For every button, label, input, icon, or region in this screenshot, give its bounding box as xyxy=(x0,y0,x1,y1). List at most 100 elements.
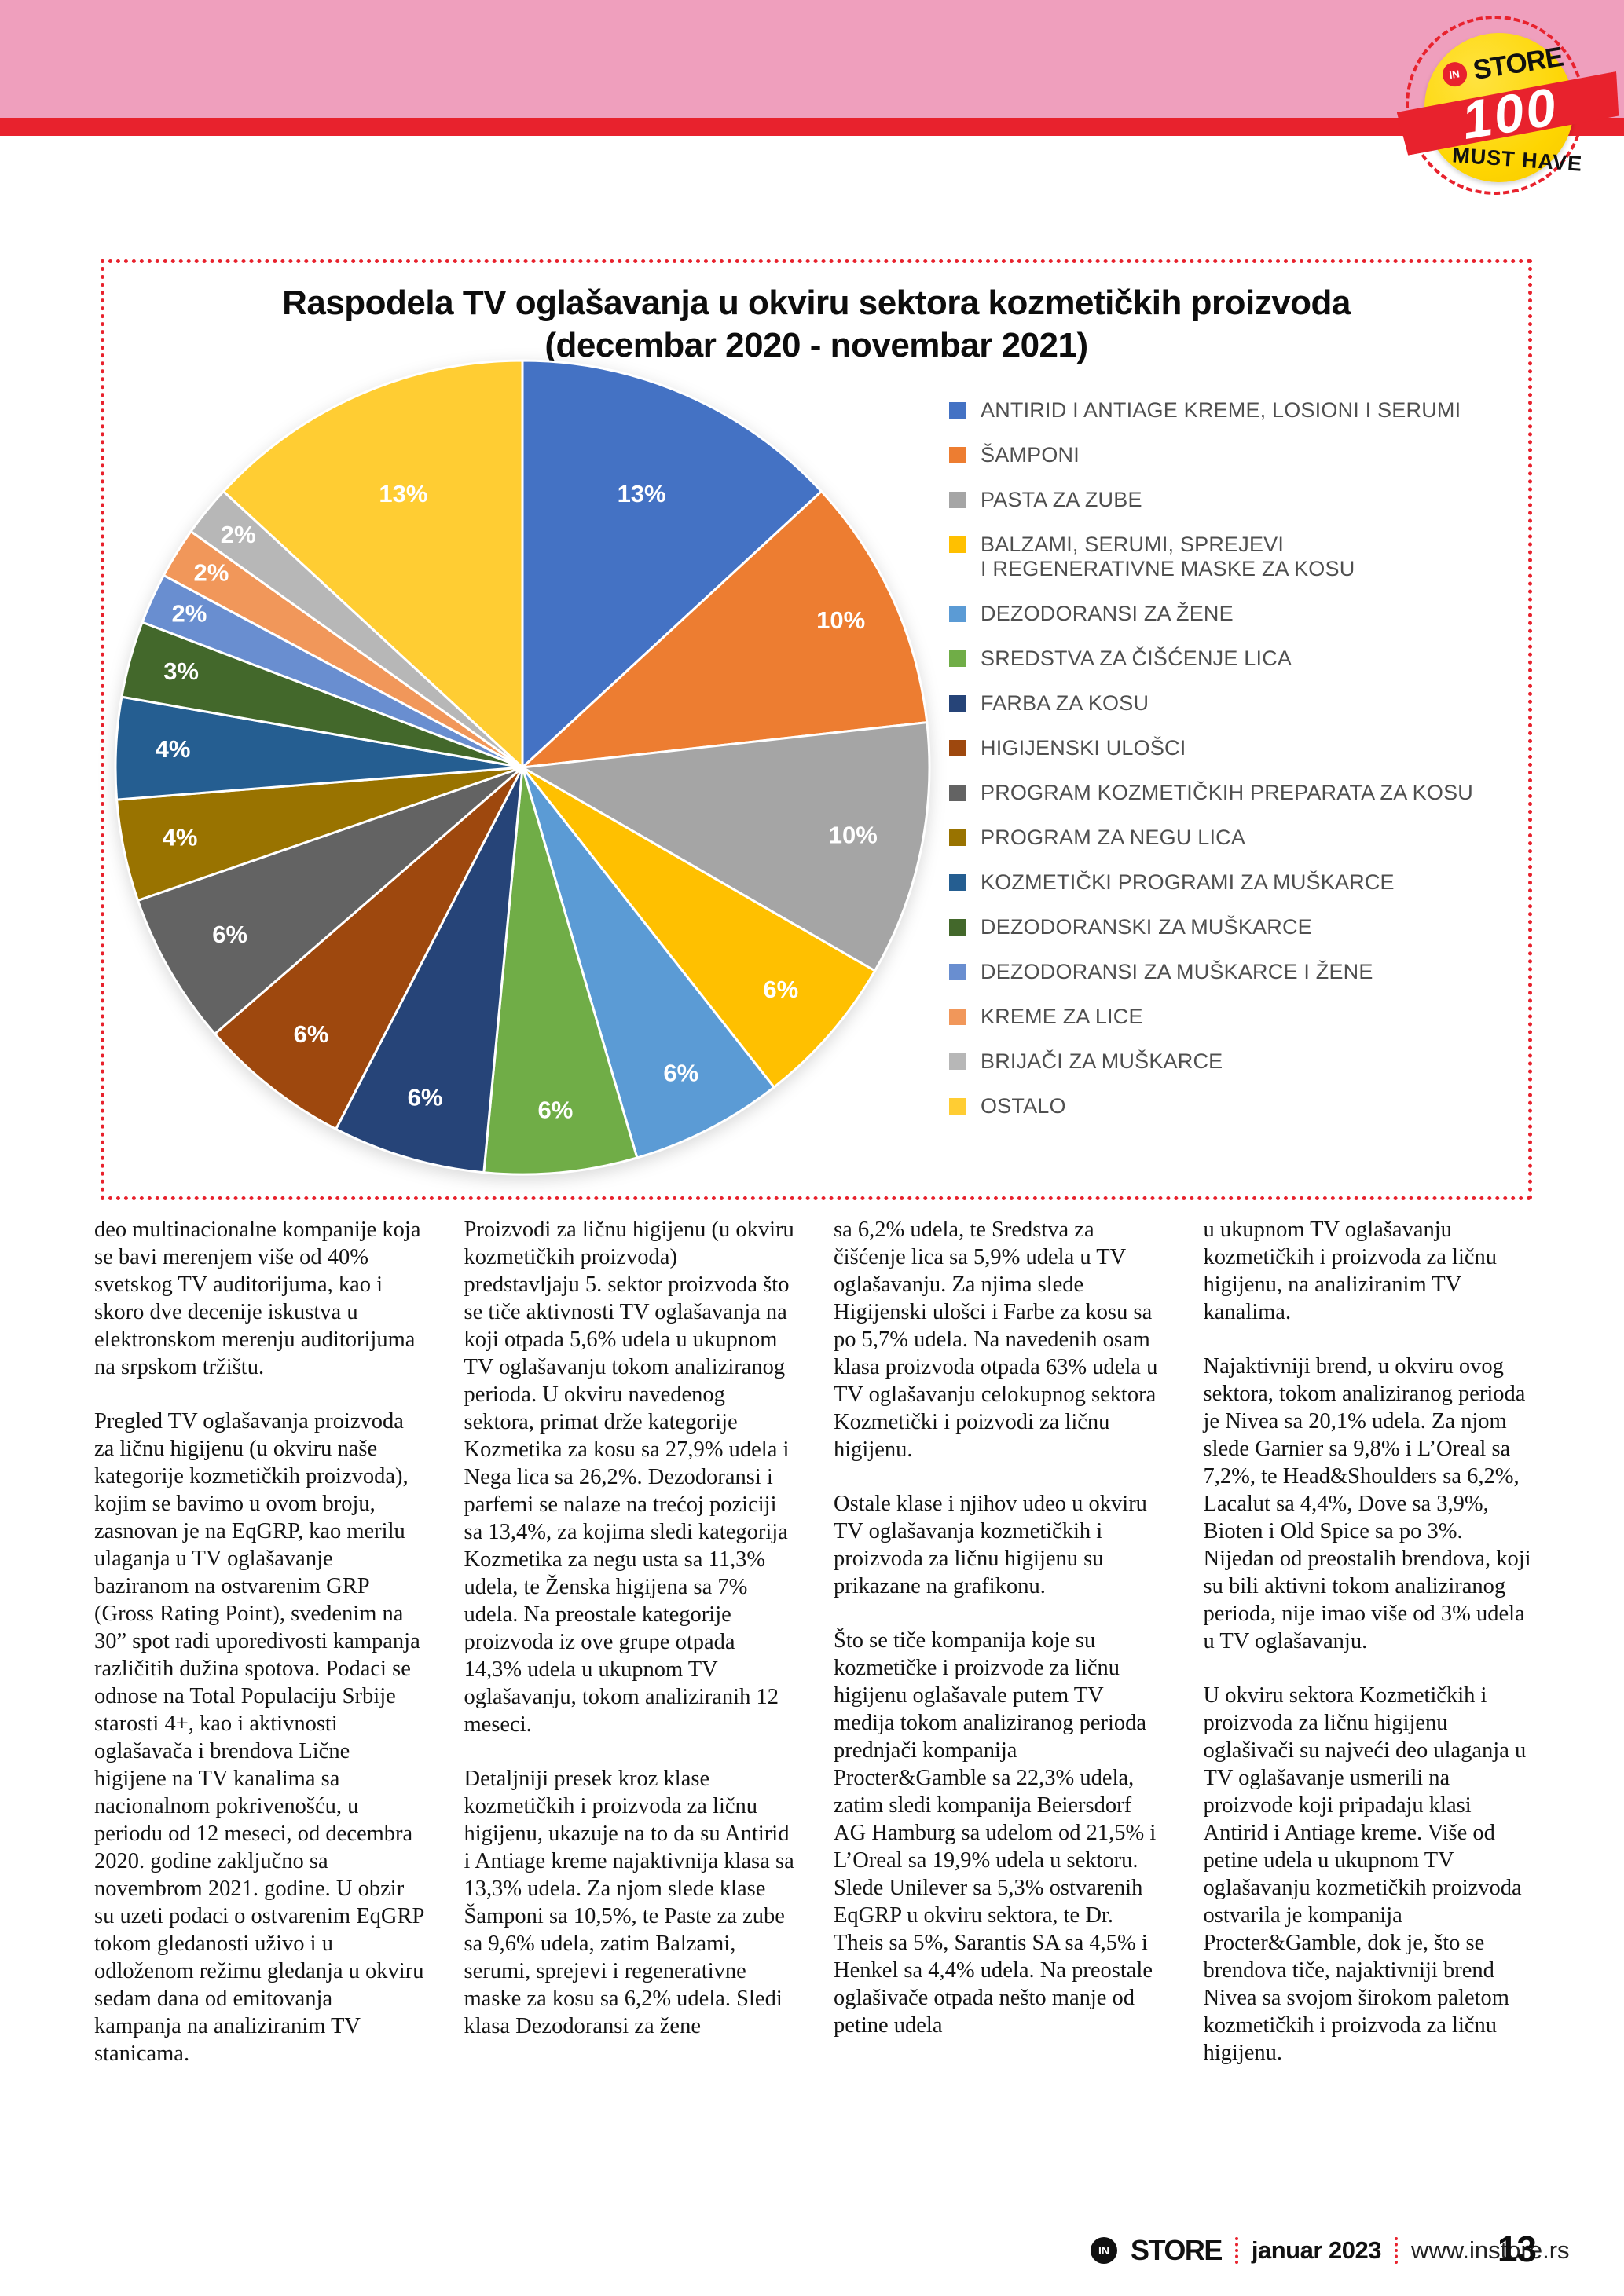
legend-item-7: FARBA ZA KOSU xyxy=(949,691,1523,716)
article-paragraph: Pregled TV oglašavanja proizvoda za ličn… xyxy=(94,1409,424,2066)
pie-slice-label-3: 10% xyxy=(829,821,878,848)
article-paragraph: Ostale klase i njihov udeo u okviru TV o… xyxy=(834,1492,1147,1598)
legend-item-13: DEZODORANSI ZA MUŠKARCE I ŽENE xyxy=(949,960,1523,984)
article-paragraph: Detaljniji presek kroz klase kozmetičkih… xyxy=(464,1767,794,2038)
chart-title-line2: (decembar 2020 - novembar 2021) xyxy=(544,325,1088,364)
legend-item-8: HIGIJENSKI ULOŠCI xyxy=(949,736,1523,760)
header-band xyxy=(0,0,1624,118)
legend-label: DEZODORANSI ZA ŽENE xyxy=(981,602,1234,625)
article-paragraph: Proizvodi za ličnu higijenu (u okviru ko… xyxy=(464,1218,794,1737)
legend-swatch-icon xyxy=(949,402,966,419)
article-column-1: deo multinacionalne kompanije koja se ba… xyxy=(94,1216,425,2094)
legend-label: DEZODORANSKI ZA MUŠKARCE xyxy=(981,915,1312,939)
pie-slice-label-9: 6% xyxy=(212,921,247,948)
pie-slice-7 xyxy=(334,767,524,1174)
legend-label: HIGIJENSKI ULOŠCI xyxy=(981,736,1186,760)
legend-item-5: DEZODORANSI ZA ŽENE xyxy=(949,602,1523,626)
article-paragraph: Što se tiče kompanija koje su kozmetičke… xyxy=(834,1628,1157,2038)
article-column-2: Proizvodi za ličnu higijenu (u okviru ko… xyxy=(464,1216,795,2094)
pie-slice-label-14: 2% xyxy=(193,558,229,586)
legend-label: KOZMETIČKI PROGRAMI ZA MUŠKARCE xyxy=(981,870,1395,894)
article-paragraph: sa 6,2% udela, te Sredstva za čišćenje l… xyxy=(834,1218,1158,1462)
legend-label: DEZODORANSI ZA MUŠKARCE I ŽENE xyxy=(981,960,1373,983)
badge-store-label: STORE xyxy=(1471,41,1565,86)
article-column-3: sa 6,2% udela, te Sredstva za čišćenje l… xyxy=(834,1216,1164,2094)
pie-slice-label-1: 13% xyxy=(618,480,666,507)
pie-slice-label-7: 6% xyxy=(408,1084,443,1111)
legend-swatch-icon xyxy=(949,695,966,712)
footer-date: januar 2023 xyxy=(1251,2236,1382,2264)
legend-item-2: ŠAMPONI xyxy=(949,443,1523,467)
pie-slice-label-13: 2% xyxy=(171,599,207,627)
legend-swatch-icon xyxy=(949,919,966,936)
pie-slice-5 xyxy=(521,767,776,1159)
legend-item-10: PROGRAM ZA NEGU LICA xyxy=(949,826,1523,850)
article-paragraph: Najaktivniji brend, u okviru ovog sektor… xyxy=(1203,1354,1531,1653)
legend-swatch-icon xyxy=(949,785,966,801)
legend-label: OSTALO xyxy=(981,1094,1066,1118)
in-logo-icon: IN xyxy=(1440,60,1468,88)
page-footer: IN STORE januar 2023 www.instore.rs xyxy=(1091,2234,1570,2267)
pie-slice-1 xyxy=(521,359,823,771)
pie-slice-label-16: 13% xyxy=(379,480,427,507)
pie-slice-label-4: 6% xyxy=(763,976,798,1003)
legend-label: PROGRAM ZA NEGU LICA xyxy=(981,826,1246,849)
legend-item-14: KREME ZA LICE xyxy=(949,1005,1523,1029)
article-paragraph: u ukupnom TV oglašavanju kozmetičkih i p… xyxy=(1203,1218,1498,1324)
pie-slice-8 xyxy=(213,766,524,1131)
legend-swatch-icon xyxy=(949,606,966,622)
legend-swatch-icon xyxy=(949,964,966,980)
legend-item-6: SREDSTVA ZA ČIŠĆENJE LICA xyxy=(949,646,1523,671)
legend-item-4: BALZAMI, SERUMI, SPREJEVI I REGENERATIVN… xyxy=(949,533,1523,581)
footer-store-label: STORE xyxy=(1131,2234,1223,2266)
legend-label: BALZAMI, SERUMI, SPREJEVI I REGENERATIVN… xyxy=(981,533,1355,580)
legend-item-9: PROGRAM KOZMETIČKIH PREPARATA ZA KOSU xyxy=(949,781,1523,805)
legend-swatch-icon xyxy=(949,650,966,667)
legend-label: ANTIRID I ANTIAGE KREME, LOSIONI I SERUM… xyxy=(981,398,1461,422)
article-columns: deo multinacionalne kompanije koja se ba… xyxy=(94,1216,1534,2094)
legend-label: FARBA ZA KOSU xyxy=(981,691,1149,715)
pie-slice-6 xyxy=(482,767,639,1176)
legend-swatch-icon xyxy=(949,740,966,756)
pie-slice-label-10: 4% xyxy=(163,823,198,851)
legend-label: SREDSTVA ZA ČIŠĆENJE LICA xyxy=(981,646,1292,670)
chart-title: Raspodela TV oglašavanja u okviru sektor… xyxy=(104,282,1528,366)
legend-item-12: DEZODORANSKI ZA MUŠKARCE xyxy=(949,915,1523,939)
pie-slice-label-15: 2% xyxy=(221,521,256,548)
chart-panel: Raspodela TV oglašavanja u okviru sektor… xyxy=(101,259,1532,1200)
legend-label: KREME ZA LICE xyxy=(981,1005,1143,1028)
pie-slice-4 xyxy=(521,766,877,1089)
article-paragraph: deo multinacionalne kompanije koja se ba… xyxy=(94,1218,421,1379)
pie-slice-label-6: 6% xyxy=(537,1096,573,1123)
legend-item-15: BRIJAČI ZA MUŠKARCE xyxy=(949,1049,1523,1074)
chart-title-line1: Raspodela TV oglašavanja u okviru sektor… xyxy=(282,284,1351,322)
pie-slice-9 xyxy=(136,766,523,1036)
pie-slice-2 xyxy=(519,489,929,769)
legend-swatch-icon xyxy=(949,829,966,846)
pie-slice-label-2: 10% xyxy=(816,606,865,634)
pie-slice-label-5: 6% xyxy=(663,1060,698,1087)
legend-swatch-icon xyxy=(949,447,966,463)
pie-slice-label-8: 6% xyxy=(294,1020,329,1048)
pie-slice-label-12: 3% xyxy=(163,657,199,685)
instore-100-must-have-badge: IN STORE 100 MUST HAVE xyxy=(1396,16,1619,207)
footer-separator xyxy=(1394,2237,1398,2264)
legend-swatch-icon xyxy=(949,874,966,891)
badge-number: 100 xyxy=(1457,76,1563,151)
pie-chart: 13% 10% 10% 6% 6% 6% 6% 6% 6% 4% 4% 3% 2% 2% 2% 13% xyxy=(114,359,931,1176)
legend-item-1: ANTIRID I ANTIAGE KREME, LOSIONI I SERUM… xyxy=(949,398,1523,423)
pie-slice-label-11: 4% xyxy=(156,735,191,763)
footer-separator xyxy=(1234,2237,1238,2264)
legend-item-16: OSTALO xyxy=(949,1094,1523,1119)
legend-swatch-icon xyxy=(949,1053,966,1070)
article-column-4: u ukupnom TV oglašavanju kozmetičkih i p… xyxy=(1204,1216,1534,2094)
pie-slice-16 xyxy=(222,359,524,771)
legend-item-11: KOZMETIČKI PROGRAMI ZA MUŠKARCE xyxy=(949,870,1523,895)
legend-label: BRIJAČI ZA MUŠKARCE xyxy=(981,1049,1223,1073)
page-number: 13 xyxy=(1497,2228,1537,2269)
legend-label: ŠAMPONI xyxy=(981,443,1080,467)
legend-label: PROGRAM KOZMETIČKIH PREPARATA ZA KOSU xyxy=(981,781,1473,804)
footer-url[interactable]: www.instore.rs xyxy=(1410,2236,1570,2264)
legend-label: PASTA ZA ZUBE xyxy=(981,488,1142,511)
header-rule xyxy=(0,118,1624,136)
